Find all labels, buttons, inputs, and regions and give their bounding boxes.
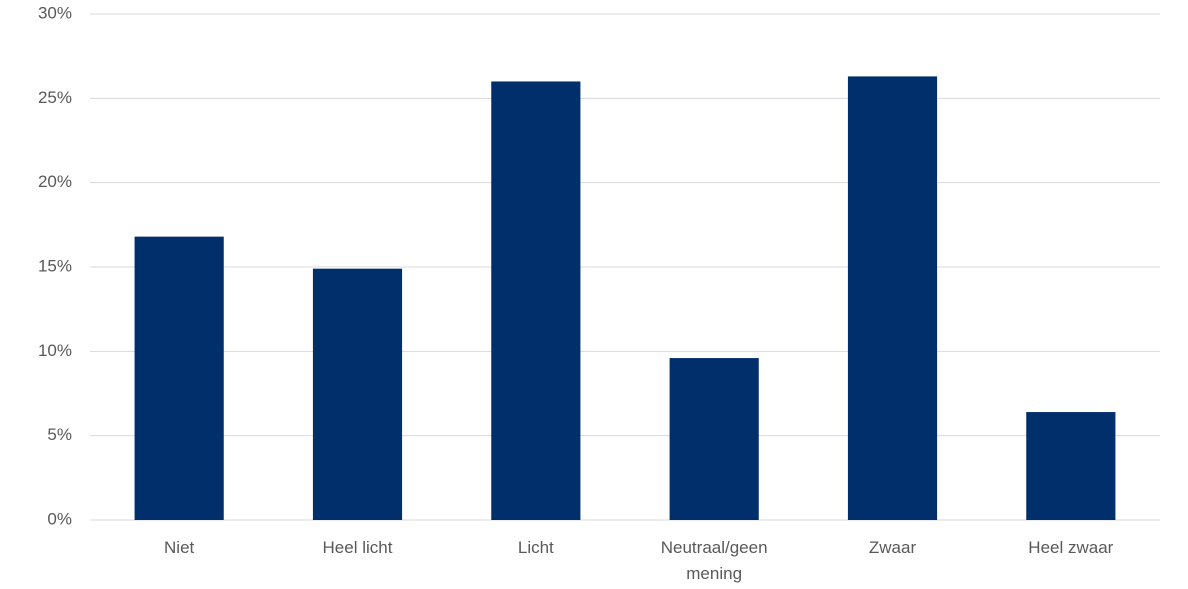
x-tick-label: Niet xyxy=(164,538,195,557)
x-tick-label: Zwaar xyxy=(868,538,917,557)
y-tick-label: 0% xyxy=(47,509,72,528)
x-tick-label: Licht xyxy=(517,538,554,557)
bar xyxy=(1026,412,1116,520)
y-tick-label: 10% xyxy=(38,341,72,360)
y-tick-label: 5% xyxy=(47,425,72,444)
bar xyxy=(847,76,938,520)
bar xyxy=(134,236,224,520)
y-tick-label: 25% xyxy=(38,88,72,107)
bar xyxy=(669,358,759,520)
y-tick-label: 30% xyxy=(38,3,72,22)
x-tick-label: Heel licht xyxy=(322,538,393,557)
y-tick-label: 15% xyxy=(38,256,72,275)
bar xyxy=(491,81,581,520)
y-tick-label: 20% xyxy=(38,172,72,191)
x-tick-label: Heel zwaar xyxy=(1028,538,1114,557)
bar xyxy=(312,268,403,520)
x-tick-label: Neutraal/geen mening xyxy=(660,538,768,583)
